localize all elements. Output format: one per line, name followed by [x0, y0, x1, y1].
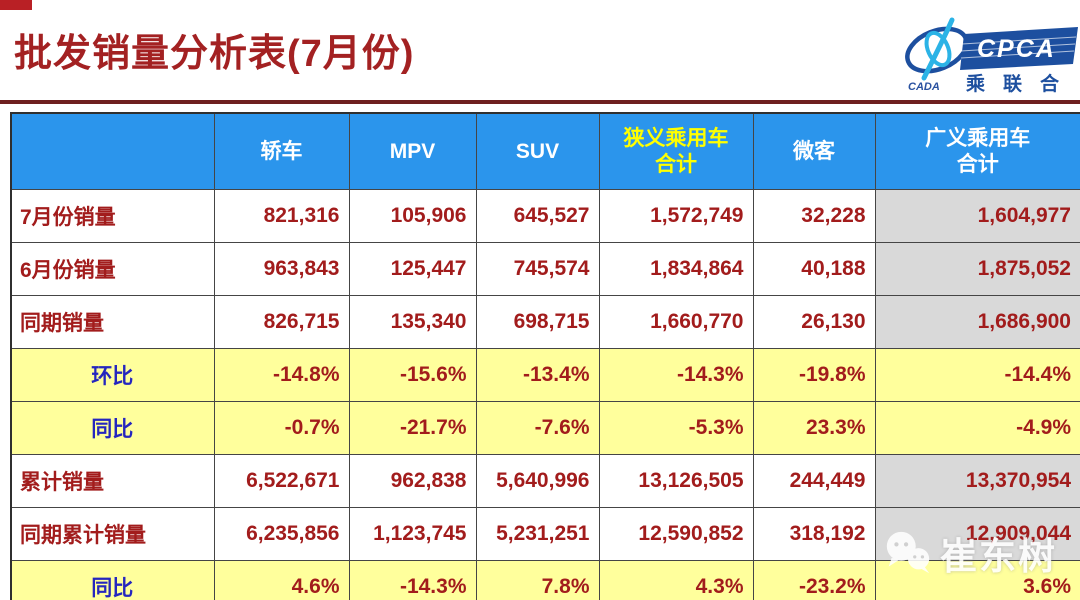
- cell: -23.2%: [752, 560, 876, 600]
- row-label: 6月份销量: [10, 242, 215, 296]
- row-label: 同比: [10, 560, 215, 600]
- cell: 4.3%: [598, 560, 754, 600]
- cell: 1,834,864: [598, 242, 754, 296]
- cell: 745,574: [475, 242, 600, 296]
- table-row-mom-change: 环比 -14.8% -15.6% -13.4% -14.3% -19.8% -1…: [10, 348, 1080, 402]
- cell: 32,228: [752, 189, 876, 243]
- wholesale-sales-table: 轿车 MPV SUV 狭义乘用车 合计 微客 广义乘用车 合计 7月份销量 82…: [10, 112, 1080, 600]
- cell: 125,447: [348, 242, 477, 296]
- cell-total: 12,909,044: [874, 507, 1080, 561]
- col-header-sedan: 轿车: [213, 112, 350, 190]
- cell: 1,660,770: [598, 295, 754, 349]
- cell: 1,572,749: [598, 189, 754, 243]
- title-underline: [0, 100, 1080, 104]
- cpca-label: CPCA: [977, 35, 1056, 63]
- table-row-cumulative-sales: 累计销量 6,522,671 962,838 5,640,996 13,126,…: [10, 454, 1080, 508]
- cell: 26,130: [752, 295, 876, 349]
- cell: 5,231,251: [475, 507, 600, 561]
- table-row-prior-year-cumulative-sales: 同期累计销量 6,235,856 1,123,745 5,231,251 12,…: [10, 507, 1080, 561]
- cell: 13,126,505: [598, 454, 754, 508]
- cell: 821,316: [213, 189, 350, 243]
- cell: 105,906: [348, 189, 477, 243]
- cell-total: 1,686,900: [874, 295, 1080, 349]
- cell: 1,123,745: [348, 507, 477, 561]
- cell-total: 3.6%: [874, 560, 1080, 600]
- cell: -7.6%: [475, 401, 600, 455]
- cell: -5.3%: [598, 401, 754, 455]
- cpca-logo: CADA CPCA 乘联合: [905, 17, 1078, 94]
- col-header-microvan: 微客: [752, 112, 876, 190]
- cell: 244,449: [752, 454, 876, 508]
- cell: 963,843: [213, 242, 350, 296]
- cell: 7.8%: [475, 560, 600, 600]
- cell-total: -14.4%: [874, 348, 1080, 402]
- cell: -14.3%: [348, 560, 477, 600]
- cell: 5,640,996: [475, 454, 600, 508]
- col-header-mpv: MPV: [348, 112, 477, 190]
- table-row-cumulative-yoy-change: 同比 4.6% -14.3% 7.8% 4.3% -23.2% 3.6%: [10, 560, 1080, 600]
- cell: -0.7%: [213, 401, 350, 455]
- corner-accent-bar: [0, 0, 32, 10]
- cell-total: 13,370,954: [874, 454, 1080, 508]
- row-label: 同比: [10, 401, 215, 455]
- row-label: 同期销量: [10, 295, 215, 349]
- cada-ellipse-icon: [905, 17, 969, 81]
- cell: -13.4%: [475, 348, 600, 402]
- col-header-suv: SUV: [475, 112, 600, 190]
- cell: 6,522,671: [213, 454, 350, 508]
- cell-total: -4.9%: [874, 401, 1080, 455]
- cpca-banner: [960, 27, 1078, 70]
- cell: 962,838: [348, 454, 477, 508]
- col-header-empty: [10, 112, 215, 190]
- table-row-prior-year-sales: 同期销量 826,715 135,340 698,715 1,660,770 2…: [10, 295, 1080, 349]
- cell: -19.8%: [752, 348, 876, 402]
- page-title: 批发销量分析表(7月份): [14, 33, 415, 75]
- cell: 4.6%: [213, 560, 350, 600]
- cell: -14.3%: [598, 348, 754, 402]
- cell: 6,235,856: [213, 507, 350, 561]
- col-header-broad-pv-total: 广义乘用车 合计: [874, 112, 1080, 190]
- row-label: 累计销量: [10, 454, 215, 508]
- cell: 645,527: [475, 189, 600, 243]
- table-row-july-sales: 7月份销量 821,316 105,906 645,527 1,572,749 …: [10, 189, 1080, 243]
- cell: 23.3%: [752, 401, 876, 455]
- cell: -14.8%: [213, 348, 350, 402]
- cell: 135,340: [348, 295, 477, 349]
- cell: 826,715: [213, 295, 350, 349]
- cell: 698,715: [475, 295, 600, 349]
- cell-total: 1,604,977: [874, 189, 1080, 243]
- table-row-yoy-change: 同比 -0.7% -21.7% -7.6% -5.3% 23.3% -4.9%: [10, 401, 1080, 455]
- cell-total: 1,875,052: [874, 242, 1080, 296]
- col-header-narrow-pv-total: 狭义乘用车 合计: [598, 112, 754, 190]
- cell: -21.7%: [348, 401, 477, 455]
- cell: 40,188: [752, 242, 876, 296]
- cell: -15.6%: [348, 348, 477, 402]
- row-label: 环比: [10, 348, 215, 402]
- cada-label: CADA: [908, 81, 940, 93]
- row-label: 同期累计销量: [10, 507, 215, 561]
- cell: 12,590,852: [598, 507, 754, 561]
- cpca-subtitle: 乘联合: [965, 72, 1077, 94]
- row-label: 7月份销量: [10, 189, 215, 243]
- header-row: 轿车 MPV SUV 狭义乘用车 合计 微客 广义乘用车 合计: [10, 112, 1080, 190]
- cell: 318,192: [752, 507, 876, 561]
- table-row-june-sales: 6月份销量 963,843 125,447 745,574 1,834,864 …: [10, 242, 1080, 296]
